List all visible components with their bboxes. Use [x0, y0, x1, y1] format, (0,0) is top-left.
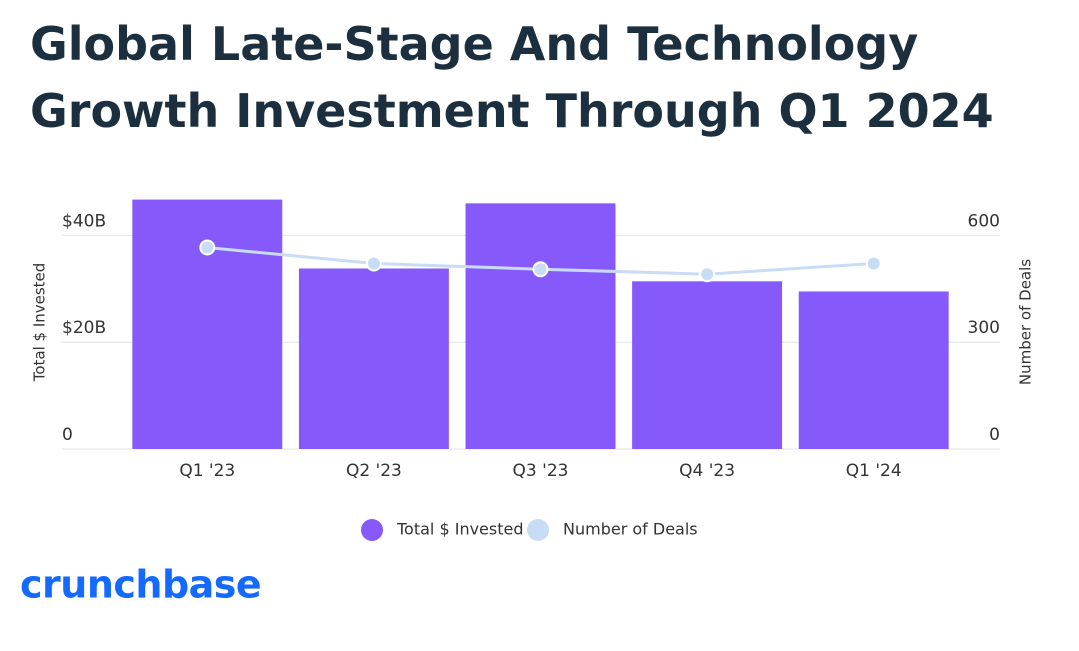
bar [632, 281, 783, 449]
line-marker [532, 261, 549, 278]
bar [798, 291, 949, 449]
bar [132, 199, 283, 449]
chart-title: Growth Investment Through Q1 2024 [30, 84, 994, 138]
y2-axis-title: Number of Deals [1017, 259, 1035, 385]
y-tick-label: 0 [62, 425, 73, 445]
y-tick-label: $20B [62, 318, 106, 338]
line-marker [699, 266, 716, 283]
x-tick-label: Q2 '23 [346, 461, 402, 481]
y2-tick-label: 0 [989, 425, 1000, 445]
legend-label: Total $ Invested [396, 520, 524, 539]
y-axis-title: Total $ Invested [31, 263, 49, 383]
y2-tick-label: 600 [968, 211, 1000, 231]
line-marker [365, 255, 382, 272]
bar [465, 203, 616, 449]
x-tick-label: Q1 '24 [846, 461, 902, 481]
legend-label: Number of Deals [563, 520, 698, 539]
x-tick-label: Q1 '23 [179, 461, 235, 481]
chart-title: Global Late-Stage And Technology [30, 17, 918, 71]
x-tick-label: Q3 '23 [513, 461, 569, 481]
bar [298, 268, 449, 449]
y-tick-label: $40B [62, 211, 106, 231]
legend-swatch [527, 519, 549, 541]
legend-swatch [361, 519, 383, 541]
brand-logo: crunchbase [20, 563, 261, 607]
line-marker [199, 239, 216, 256]
x-tick-label: Q4 '23 [679, 461, 735, 481]
y2-tick-label: 300 [968, 318, 1000, 338]
line-marker [865, 255, 882, 272]
